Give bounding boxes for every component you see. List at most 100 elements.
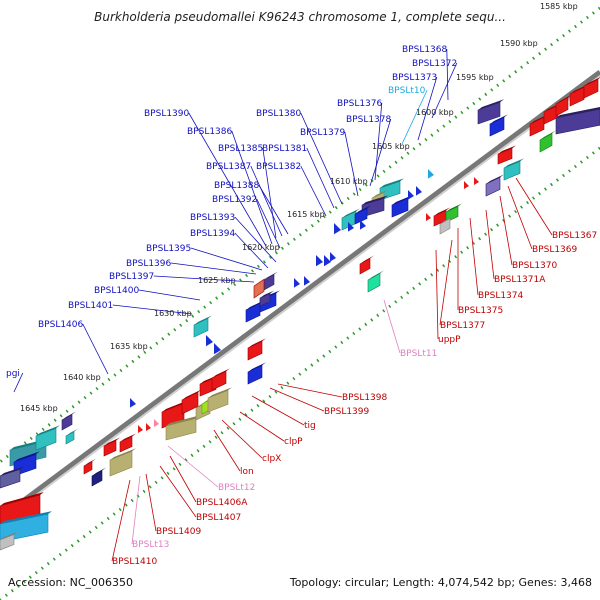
gene-feature[interactable] bbox=[247, 362, 266, 385]
gene-label-reverse[interactable]: BPSL1407 bbox=[196, 513, 241, 523]
gene-arrow[interactable] bbox=[360, 220, 366, 230]
gene-label-forward[interactable]: BPSL1378 bbox=[346, 115, 392, 125]
gene-feature[interactable] bbox=[497, 145, 516, 165]
gene-feature[interactable] bbox=[207, 387, 232, 413]
gene-arrow[interactable] bbox=[324, 255, 331, 267]
gene-feature[interactable] bbox=[583, 76, 600, 99]
gene-label-forward[interactable]: BPSL1397 bbox=[109, 272, 154, 282]
gene-label-forward[interactable]: BPSL1386 bbox=[187, 127, 233, 137]
gene-feature[interactable] bbox=[477, 99, 504, 125]
gene-label-forward[interactable]: BPSL1376 bbox=[337, 99, 383, 109]
gene-label-forward[interactable]: BPSLt10 bbox=[388, 86, 426, 96]
gene-label-reverse[interactable]: BPSL1406A bbox=[196, 498, 248, 508]
gene-feature[interactable] bbox=[569, 84, 588, 107]
gene-label-reverse[interactable]: BPSLt11 bbox=[400, 349, 437, 359]
gene-feature[interactable] bbox=[503, 158, 524, 181]
gene-label-forward[interactable]: BPSL1368 bbox=[402, 45, 448, 55]
gene-arrow[interactable] bbox=[206, 335, 213, 347]
gene-arrow[interactable] bbox=[304, 276, 310, 286]
gene-label-reverse[interactable]: BPSL1410 bbox=[112, 557, 158, 567]
gene-feature[interactable] bbox=[161, 400, 188, 429]
gene-feature[interactable] bbox=[253, 276, 268, 299]
gene-feature[interactable] bbox=[259, 290, 274, 307]
gene-feature[interactable] bbox=[367, 270, 384, 293]
gene-feature[interactable] bbox=[391, 195, 412, 218]
gene-arrow[interactable] bbox=[214, 343, 221, 355]
gene-feature[interactable] bbox=[181, 389, 202, 415]
gene-label-forward[interactable]: BPSL1382 bbox=[256, 162, 301, 172]
gene-feature[interactable] bbox=[245, 300, 264, 323]
gene-label-forward[interactable]: BPSL1401 bbox=[68, 301, 113, 311]
gene-arrow[interactable] bbox=[334, 223, 341, 235]
gene-arrow[interactable] bbox=[464, 181, 469, 189]
gene-feature[interactable] bbox=[109, 448, 136, 477]
gene-feature[interactable] bbox=[359, 255, 374, 275]
gene-label-forward[interactable]: BPSL1385 bbox=[218, 144, 263, 154]
gene-label-forward[interactable]: BPSL1381 bbox=[262, 144, 307, 154]
gene-label-reverse[interactable]: clpP bbox=[284, 437, 303, 447]
gene-label-forward[interactable]: BPSL1406 bbox=[38, 320, 84, 330]
gene-arrow[interactable] bbox=[348, 222, 354, 232]
gene-label-reverse[interactable]: BPSL1370 bbox=[512, 261, 558, 271]
gene-label-reverse[interactable]: BPSL1375 bbox=[458, 306, 503, 316]
gene-arrow[interactable] bbox=[294, 278, 300, 288]
gene-label-forward[interactable]: BPSL1380 bbox=[256, 109, 302, 119]
gene-arrow[interactable] bbox=[154, 419, 159, 427]
gene-label-forward[interactable]: BPSL1388 bbox=[214, 181, 260, 191]
gene-arrow[interactable] bbox=[474, 177, 479, 185]
gene-feature[interactable] bbox=[0, 531, 18, 551]
gene-label-reverse[interactable]: BPSL1367 bbox=[552, 231, 597, 241]
gene-feature[interactable] bbox=[35, 425, 60, 451]
gene-label-reverse[interactable]: uppP bbox=[438, 335, 461, 345]
gene-feature[interactable] bbox=[247, 338, 266, 361]
gene-label-forward[interactable]: BPSL1392 bbox=[212, 195, 257, 205]
gene-feature[interactable] bbox=[61, 411, 76, 431]
gene-feature[interactable] bbox=[211, 368, 230, 391]
gene-label-reverse[interactable]: BPSL1409 bbox=[156, 527, 202, 537]
gene-feature[interactable] bbox=[91, 467, 106, 487]
gene-label-forward[interactable]: BPSL1393 bbox=[190, 213, 235, 223]
gene-label-reverse[interactable]: BPSLt12 bbox=[218, 483, 255, 493]
gene-feature[interactable] bbox=[165, 415, 200, 441]
gene-label-forward[interactable]: BPSL1400 bbox=[94, 286, 140, 296]
gene-feature[interactable] bbox=[485, 174, 504, 197]
gene-label-reverse[interactable]: lon bbox=[240, 467, 254, 477]
gene-arrow[interactable] bbox=[426, 213, 431, 221]
gene-label-forward[interactable]: BPSL1372 bbox=[412, 59, 457, 69]
gene-label-reverse[interactable]: tig bbox=[304, 421, 316, 431]
gene-feature[interactable] bbox=[193, 315, 212, 338]
gene-arrow[interactable] bbox=[408, 190, 414, 200]
gene-label-forward[interactable]: pgi bbox=[6, 369, 20, 379]
gene-feature[interactable] bbox=[555, 106, 600, 135]
gene-label-forward[interactable]: BPSL1390 bbox=[144, 109, 190, 119]
gene-arrow[interactable] bbox=[416, 186, 422, 196]
gene-label-forward[interactable]: BPSL1387 bbox=[206, 162, 251, 172]
gene-arrow[interactable] bbox=[428, 169, 434, 179]
gene-feature[interactable] bbox=[65, 428, 78, 445]
gene-feature[interactable] bbox=[0, 466, 24, 489]
gene-arrow[interactable] bbox=[316, 255, 323, 267]
gene-label-forward[interactable]: BPSL1396 bbox=[126, 259, 172, 269]
gene-label-reverse[interactable]: BPSL1399 bbox=[324, 407, 370, 417]
gene-feature[interactable] bbox=[489, 114, 508, 137]
gene-arrow[interactable] bbox=[138, 425, 143, 433]
gene-label-forward[interactable]: BPSL1379 bbox=[300, 128, 346, 138]
gene-label-reverse[interactable]: BPSL1369 bbox=[532, 245, 578, 255]
gene-feature[interactable] bbox=[555, 94, 572, 117]
gene-feature[interactable] bbox=[119, 433, 136, 453]
gene-feature[interactable] bbox=[263, 271, 278, 291]
gene-label-reverse[interactable]: BPSL1371A bbox=[494, 275, 546, 285]
gene-arrow[interactable] bbox=[330, 252, 336, 262]
gene-label-forward[interactable]: BPSL1394 bbox=[190, 229, 236, 239]
gene-label-reverse[interactable]: BPSL1374 bbox=[478, 291, 524, 301]
gene-feature[interactable] bbox=[539, 130, 556, 153]
gene-feature[interactable] bbox=[445, 203, 462, 223]
gene-label-forward[interactable]: BPSL1395 bbox=[146, 244, 191, 254]
gene-feature[interactable] bbox=[529, 114, 548, 137]
gene-feature[interactable] bbox=[103, 437, 120, 457]
gene-label-reverse[interactable]: BPSLt13 bbox=[132, 540, 169, 550]
gene-label-reverse[interactable]: clpX bbox=[262, 454, 281, 464]
gene-feature[interactable] bbox=[83, 458, 96, 475]
gene-feature[interactable] bbox=[354, 205, 371, 225]
gene-arrow[interactable] bbox=[146, 423, 151, 431]
